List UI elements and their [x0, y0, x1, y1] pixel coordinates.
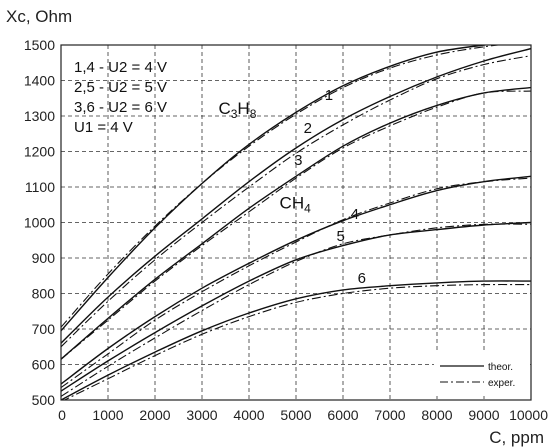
y-tick-labels: 500 600 700 800 900 1000 1100 1200 1300 1400 1500 [24, 37, 55, 408]
gas-label-methane: CH4 [280, 193, 312, 215]
y-tick-label-1200: 1200 [24, 144, 55, 160]
curve-4-exper [61, 177, 531, 389]
x-tick-label-10000: 10000 [509, 407, 548, 423]
legend-box [434, 353, 528, 396]
annotation-line-4: U1 = 4 V [74, 119, 133, 136]
x-tick-label-9000: 9000 [468, 407, 499, 423]
curve-6-exper [63, 283, 531, 400]
curve-label-2: 2 [304, 120, 312, 137]
annotation-line-1: 1,4 - U2 = 4 V [74, 59, 167, 76]
x-axis-title: C, ppm [489, 428, 544, 447]
gas-label-methane-sub4: 4 [304, 201, 311, 215]
y-tick-label-800: 800 [32, 286, 56, 302]
curve-6-theor [61, 280, 531, 400]
x-tick-label-4000: 4000 [233, 407, 264, 423]
x-tick-label-6000: 6000 [327, 407, 358, 423]
y-tick-label-1400: 1400 [24, 73, 55, 89]
curve-label-6: 6 [358, 270, 366, 287]
legend: theor. exper. [434, 353, 528, 396]
y-tick-label-600: 600 [32, 357, 56, 373]
gas-label-propane-sub8: 8 [250, 107, 257, 121]
x-tick-label-5000: 5000 [280, 407, 311, 423]
gas-label-propane: C3H8 [218, 99, 256, 121]
curve-5-theor [61, 221, 531, 392]
gas-label-propane-c: C [218, 99, 230, 118]
legend-theor-label: theor. [488, 362, 513, 373]
curves [61, 45, 531, 400]
x-tick-label-1000: 1000 [92, 407, 123, 423]
x-tick-label-8000: 8000 [421, 407, 452, 423]
curve-label-1: 1 [325, 87, 333, 104]
curve-2-theor [61, 47, 531, 344]
y-tick-label-900: 900 [32, 250, 56, 266]
y-tick-label-1300: 1300 [24, 108, 55, 124]
curve-1-exper [61, 45, 503, 328]
curve-1-theor [61, 45, 490, 332]
y-tick-label-1000: 1000 [24, 215, 55, 231]
curve-4-theor [61, 175, 531, 385]
annotation-box: 1,4 - U2 = 4 V 2,5 - U2 = 5 V 3,6 - U2 =… [74, 59, 167, 136]
annotation-line-3: 3,6 - U2 = 6 V [74, 99, 167, 116]
gas-label-propane-sub3: 3 [231, 107, 238, 121]
y-axis-title: Xc, Ohm [6, 7, 72, 26]
x-tick-label-2000: 2000 [139, 407, 170, 423]
plot-frame [60, 44, 532, 401]
x-tick-label-0: 0 [58, 407, 66, 423]
curve-label-4: 4 [351, 206, 359, 223]
curve-3-theor [61, 86, 531, 360]
curve-2-exper [61, 55, 531, 348]
x-tick-labels: 0 1000 2000 3000 4000 5000 6000 7000 8000 9000 100… [58, 407, 548, 423]
y-tick-label-700: 700 [32, 321, 56, 337]
y-tick-label-1500: 1500 [24, 37, 55, 53]
curve-5-exper [61, 223, 531, 397]
annotation-line-2: 2,5 - U2 = 5 V [74, 79, 167, 96]
legend-exper-label: exper. [488, 378, 515, 389]
gas-label-propane-h: H [237, 99, 249, 118]
curve-label-5: 5 [336, 228, 344, 245]
x-tick-label-3000: 3000 [186, 407, 217, 423]
gas-label-methane-ch: CH [280, 193, 305, 212]
x-tick-label-7000: 7000 [374, 407, 405, 423]
y-tick-label-1100: 1100 [25, 179, 55, 195]
curve-label-3: 3 [294, 152, 302, 169]
curve-3-exper [61, 90, 531, 360]
y-tick-label-500: 500 [32, 392, 56, 408]
